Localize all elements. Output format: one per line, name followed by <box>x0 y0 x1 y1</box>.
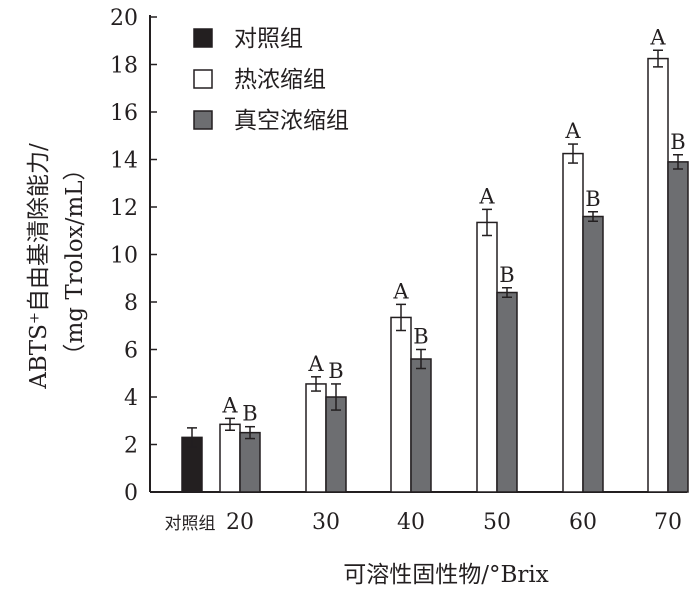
bar <box>410 358 432 493</box>
x-tick-label: 20 <box>226 510 254 535</box>
x-tick-label: 50 <box>483 510 511 535</box>
y-tick-label: 18 <box>110 54 138 79</box>
y-tick-label: 6 <box>124 339 138 364</box>
significance-label: A <box>392 279 409 303</box>
x-tick-label: 60 <box>569 510 597 535</box>
x-tick-label: 70 <box>654 510 682 535</box>
significance-label: A <box>307 352 324 376</box>
y-axis-title-line1: ABTS⁺自由基清除能力/ <box>26 143 52 390</box>
y-tick-label: 12 <box>110 196 138 221</box>
y-axis-title-line2: （mg Trolox/mL） <box>62 157 88 366</box>
y-tick-label: 4 <box>124 386 138 411</box>
significance-label: B <box>670 130 685 154</box>
bar <box>647 57 669 493</box>
bar <box>582 215 604 493</box>
significance-label: B <box>413 325 428 349</box>
y-tick-label: 0 <box>124 481 138 506</box>
bar <box>562 152 584 493</box>
significance-label: A <box>649 25 666 49</box>
significance-label: A <box>221 393 238 417</box>
significance-label: B <box>242 402 257 426</box>
y-axis-title: ABTS⁺自由基清除能力/ （mg Trolox/mL） <box>26 143 88 390</box>
x-tick-label: 对照组 <box>165 514 216 534</box>
legend-label: 对照组 <box>234 26 303 52</box>
legend-label: 热浓缩组 <box>234 67 326 93</box>
y-tick-label: 10 <box>110 244 138 269</box>
bar <box>496 291 518 493</box>
y-tick-label: 2 <box>124 434 138 459</box>
bar <box>667 161 689 493</box>
bar <box>476 221 498 493</box>
x-axis-title: 可溶性固性物/°Brix <box>343 562 549 588</box>
significance-label: B <box>328 359 343 383</box>
y-tick-label: 14 <box>110 149 138 174</box>
bar <box>390 316 412 493</box>
legend-label: 真空浓缩组 <box>234 108 349 134</box>
legend-swatch <box>193 28 213 48</box>
legend-swatch <box>193 69 213 89</box>
significance-label: A <box>564 119 581 143</box>
y-tick-label: 16 <box>110 101 138 126</box>
x-tick-label: 30 <box>312 510 340 535</box>
y-tick-label: 8 <box>124 291 138 316</box>
legend-swatch <box>193 110 213 130</box>
x-tick-label: 40 <box>397 510 425 535</box>
significance-label: B <box>499 263 514 287</box>
bar <box>239 431 261 493</box>
bar <box>325 396 347 493</box>
significance-label: B <box>585 187 600 211</box>
significance-label: A <box>478 184 495 208</box>
y-tick-label: 20 <box>110 6 138 31</box>
bar <box>219 423 241 493</box>
bar <box>305 383 327 493</box>
